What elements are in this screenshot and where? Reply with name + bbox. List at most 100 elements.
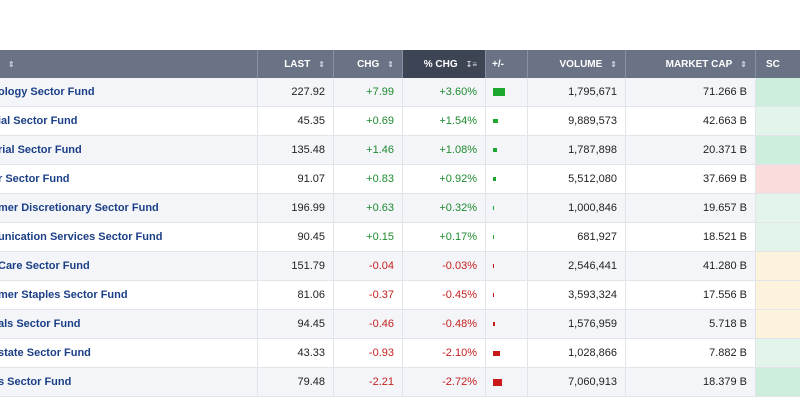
volume-cell: 1,000,846 — [528, 194, 626, 222]
change-cell: -0.04 — [334, 252, 403, 280]
column-header-last[interactable]: LAST ⇕ — [258, 50, 334, 78]
volume-cell: 5,512,080 — [528, 165, 626, 193]
last-price-cell: 90.45 — [258, 223, 334, 251]
market-cap-cell: 7.882 B — [626, 339, 756, 367]
last-price-cell: 94.45 — [258, 310, 334, 338]
fund-name-link[interactable]: rial Sector Fund — [0, 144, 82, 156]
percent-change-cell: -0.48% — [403, 310, 486, 338]
column-header-volume[interactable]: VOLUME ⇕ — [528, 50, 626, 78]
volume-cell: 681,927 — [528, 223, 626, 251]
change-bar — [493, 206, 494, 210]
table-header: ⇕ LAST ⇕ CHG ⇕ % CHG ↧≡ +/- VOLUME ⇕ — [0, 50, 800, 78]
table-row[interactable]: rial Sector Fund 135.48 +1.46 +1.08% 1,787,8… — [0, 136, 800, 165]
fund-name-link[interactable]: mer Discretionary Sector Fund — [0, 202, 159, 214]
fund-name-link[interactable]: unication Services Sector Fund — [0, 231, 163, 243]
fund-name-cell: state Sector Fund — [0, 339, 258, 367]
fund-name-cell: rial Sector Fund — [0, 136, 258, 164]
column-header-score-label: SC — [766, 58, 780, 70]
column-header-bar[interactable]: +/- — [486, 50, 528, 78]
change-bar — [493, 119, 498, 123]
last-price-cell: 45.35 — [258, 107, 334, 135]
fund-name-link[interactable]: als Sector Fund — [0, 318, 81, 330]
table-row[interactable]: ology Sector Fund 227.92 +7.99 +3.60% 1,795,… — [0, 78, 800, 107]
change-cell: -0.46 — [334, 310, 403, 338]
table-row[interactable]: unication Services Sector Fund 90.45 +0.15… — [0, 223, 800, 252]
table-row[interactable]: Care Sector Fund 151.79 -0.04 -0.03% 2,546,4… — [0, 252, 800, 281]
market-cap-cell: 5.718 B — [626, 310, 756, 338]
last-price-cell: 91.07 — [258, 165, 334, 193]
column-header-last-label: LAST — [284, 58, 311, 70]
market-cap-cell: 17.556 B — [626, 281, 756, 309]
sort-descending-icon[interactable]: ↧≡ — [465, 59, 477, 69]
change-bar — [493, 235, 494, 239]
change-cell: +0.83 — [334, 165, 403, 193]
percent-change-cell: -0.45% — [403, 281, 486, 309]
score-cell — [756, 107, 800, 135]
percent-change-cell: -2.10% — [403, 339, 486, 367]
volume-cell: 7,060,913 — [528, 368, 626, 396]
change-cell: +0.63 — [334, 194, 403, 222]
column-header-market-cap[interactable]: MARKET CAP ⇕ — [626, 50, 756, 78]
sort-icon[interactable]: ⇕ — [387, 59, 394, 69]
percent-change-cell: +1.54% — [403, 107, 486, 135]
change-bar — [493, 293, 494, 297]
sort-icon[interactable]: ⇕ — [8, 59, 15, 69]
market-cap-cell: 41.280 B — [626, 252, 756, 280]
change-bar-cell — [486, 368, 528, 396]
change-bar-cell — [486, 252, 528, 280]
fund-name-link[interactable]: ial Sector Fund — [0, 115, 78, 127]
last-price-cell: 81.06 — [258, 281, 334, 309]
column-header-volume-label: VOLUME — [559, 58, 603, 70]
sort-icon[interactable]: ⇕ — [740, 59, 747, 69]
last-price-cell: 227.92 — [258, 78, 334, 106]
volume-cell: 1,787,898 — [528, 136, 626, 164]
fund-name-link[interactable]: r Sector Fund — [0, 173, 70, 185]
fund-name-link[interactable]: s Sector Fund — [0, 376, 72, 388]
table-row[interactable]: r Sector Fund 91.07 +0.83 +0.92% 5,512,080 37… — [0, 165, 800, 194]
column-header-pct-chg[interactable]: % CHG ↧≡ — [403, 50, 486, 78]
table-row[interactable]: s Sector Fund 79.48 -2.21 -2.72% 7,060,913 18… — [0, 368, 800, 397]
change-cell: +7.99 — [334, 78, 403, 106]
volume-cell: 1,795,671 — [528, 78, 626, 106]
column-header-chg[interactable]: CHG ⇕ — [334, 50, 403, 78]
last-price-cell: 43.33 — [258, 339, 334, 367]
volume-cell: 1,028,866 — [528, 339, 626, 367]
column-header-score[interactable]: SC — [756, 50, 800, 78]
fund-name-link[interactable]: ology Sector Fund — [0, 86, 95, 98]
table-row[interactable]: state Sector Fund 43.33 -0.93 -2.10% 1,028,8… — [0, 339, 800, 368]
change-bar — [493, 378, 502, 386]
market-cap-cell: 18.521 B — [626, 223, 756, 251]
fund-name-link[interactable]: mer Staples Sector Fund — [0, 289, 128, 301]
table-body: ology Sector Fund 227.92 +7.99 +3.60% 1,795,… — [0, 78, 800, 397]
fund-name-cell: als Sector Fund — [0, 310, 258, 338]
change-cell: -0.93 — [334, 339, 403, 367]
score-cell — [756, 310, 800, 338]
table-row[interactable]: mer Discretionary Sector Fund 196.99 +0.63… — [0, 194, 800, 223]
market-cap-cell: 71.266 B — [626, 78, 756, 106]
column-header-bar-label: +/- — [492, 58, 504, 70]
change-bar-cell — [486, 281, 528, 309]
table-row[interactable]: mer Staples Sector Fund 81.06 -0.37 -0.45% 3… — [0, 281, 800, 310]
sort-icon[interactable]: ⇕ — [318, 59, 325, 69]
column-header-name[interactable]: ⇕ — [0, 50, 258, 78]
change-cell: +0.15 — [334, 223, 403, 251]
last-price-cell: 79.48 — [258, 368, 334, 396]
last-price-cell: 196.99 — [258, 194, 334, 222]
change-cell: +1.46 — [334, 136, 403, 164]
volume-cell: 3,593,324 — [528, 281, 626, 309]
change-bar — [493, 88, 505, 96]
fund-name-link[interactable]: Care Sector Fund — [0, 260, 90, 272]
last-price-cell: 151.79 — [258, 252, 334, 280]
fund-name-link[interactable]: state Sector Fund — [0, 347, 91, 359]
table-row[interactable]: ial Sector Fund 45.35 +0.69 +1.54% 9,889,573… — [0, 107, 800, 136]
market-cap-cell: 19.657 B — [626, 194, 756, 222]
change-bar — [493, 148, 497, 152]
table-row[interactable]: als Sector Fund 94.45 -0.46 -0.48% 1,576,959… — [0, 310, 800, 339]
fund-name-cell: r Sector Fund — [0, 165, 258, 193]
sort-icon[interactable]: ⇕ — [610, 59, 617, 69]
last-price-cell: 135.48 — [258, 136, 334, 164]
volume-cell: 2,546,441 — [528, 252, 626, 280]
percent-change-cell: -0.03% — [403, 252, 486, 280]
fund-name-cell: unication Services Sector Fund — [0, 223, 258, 251]
